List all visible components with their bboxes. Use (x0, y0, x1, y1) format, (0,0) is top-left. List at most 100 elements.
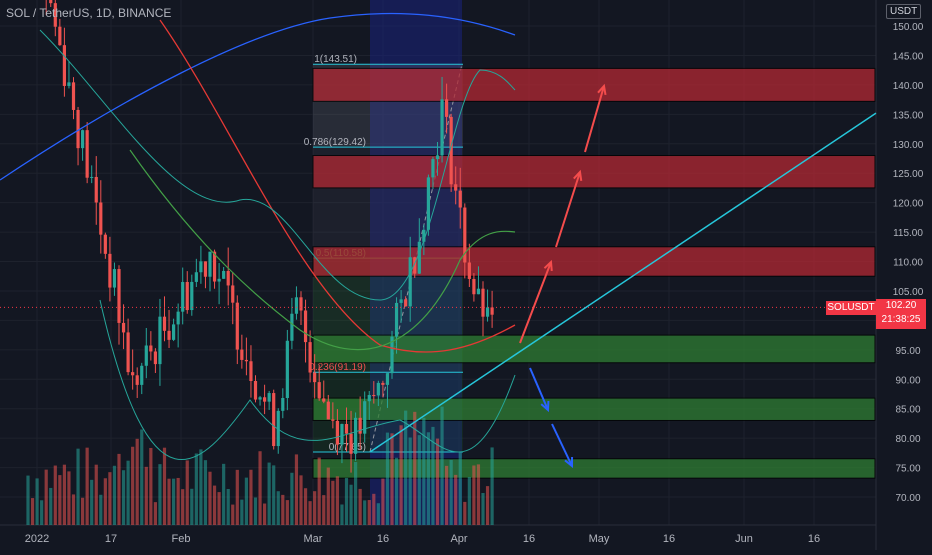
volume-bar (126, 460, 130, 525)
arrow-up-1-head (543, 259, 553, 272)
volume-bar (131, 446, 135, 525)
support-zone (312, 397, 876, 421)
volume-bar (249, 469, 253, 525)
volume-bar (472, 465, 476, 525)
candle-body (62, 45, 66, 86)
volume-bar (467, 476, 471, 525)
candle-body (472, 278, 476, 295)
candle-body (335, 420, 339, 445)
candle-body (99, 202, 103, 235)
x-tick-label: Feb (172, 533, 191, 545)
candle-body (344, 424, 349, 434)
y-tick-label: 80.00 (895, 434, 920, 445)
volume-bar (303, 488, 308, 525)
volume-bar (417, 435, 421, 525)
x-tick-label: 17 (105, 533, 117, 545)
candle-body (408, 257, 412, 307)
volume-bar (217, 492, 221, 525)
candle-body (417, 241, 421, 274)
candle-body (376, 382, 380, 396)
candle-body (167, 330, 171, 340)
volume-bar (267, 462, 271, 525)
candle-body (117, 269, 121, 323)
volume-bar (431, 426, 435, 525)
candle-body (467, 262, 471, 279)
volume-bar (62, 464, 66, 525)
candle-body (231, 285, 235, 303)
candle-body (422, 229, 426, 242)
candle-body (90, 176, 94, 178)
y-tick-label: 140.00 (893, 81, 924, 92)
y-tick-label: 90.00 (895, 375, 920, 386)
volume-bar (376, 503, 380, 525)
volume-bar (40, 500, 44, 525)
volume-bar (435, 438, 440, 525)
volume-bar (413, 411, 417, 525)
candle-body (285, 340, 289, 398)
candle-body (49, 0, 53, 4)
volume-bar (367, 500, 371, 525)
candle-body (208, 251, 212, 277)
resistance-zone (312, 246, 876, 277)
volume-bar (53, 465, 57, 525)
candle-body (176, 311, 180, 325)
candle-body (121, 322, 126, 333)
volume-bar (94, 464, 98, 525)
x-tick-label: 16 (808, 533, 820, 545)
candle-body (463, 207, 467, 263)
volume-bar (458, 452, 462, 525)
resistance-zone (312, 67, 876, 102)
candle-body (303, 310, 308, 343)
volume-bar (30, 498, 35, 525)
chart-header-title: SOL / TetherUS, 1D, BINANCE (6, 6, 172, 20)
volume-bar (390, 433, 394, 525)
volume-bar (153, 502, 157, 525)
arrow-up-2-shaft (555, 171, 581, 248)
volume-bar (76, 448, 80, 525)
y-tick-label: 85.00 (895, 405, 920, 416)
candle-body (58, 26, 62, 46)
volume-bar (194, 453, 198, 525)
fib-level-label: 0(77.65) (329, 442, 366, 453)
y-tick-label: 110.00 (893, 258, 923, 269)
volume-bar (231, 504, 235, 525)
candle-body (199, 261, 203, 273)
volume-bar (454, 474, 458, 525)
x-tick-label: 16 (377, 533, 389, 545)
candle-body (94, 176, 98, 203)
y-tick-label: 120.00 (893, 199, 924, 210)
volume-bar (476, 464, 481, 525)
candle-body (108, 253, 112, 288)
x-tick-label: May (589, 533, 610, 545)
candle-body (399, 299, 403, 303)
x-tick-label: 2022 (25, 533, 49, 545)
volume-bar (299, 475, 303, 525)
candle-body (445, 99, 449, 117)
volume-bar (103, 478, 107, 525)
volume-bar (58, 475, 62, 525)
candle-body (426, 177, 430, 230)
x-tick-label: Mar (304, 533, 323, 545)
volume-bar (99, 494, 103, 525)
volume-bar (149, 447, 153, 525)
candle-body (290, 313, 294, 341)
candle-body (258, 397, 262, 400)
ma-long-line (0, 12, 516, 181)
volume-bar (490, 447, 494, 525)
volume-bar (335, 476, 339, 525)
candle-body (135, 375, 139, 385)
volume-bar (313, 491, 317, 525)
volume-bar (203, 460, 208, 525)
candle-body (281, 397, 285, 411)
volume-bar (285, 500, 289, 525)
volume-bar (44, 469, 48, 525)
volume-bar (422, 417, 426, 525)
volume-bar (121, 470, 126, 525)
volume-bar (263, 503, 267, 525)
currency-label[interactable]: USDT (886, 4, 922, 19)
volume-bar (358, 488, 362, 525)
candle-body (272, 393, 276, 447)
volume-bar (258, 451, 262, 525)
